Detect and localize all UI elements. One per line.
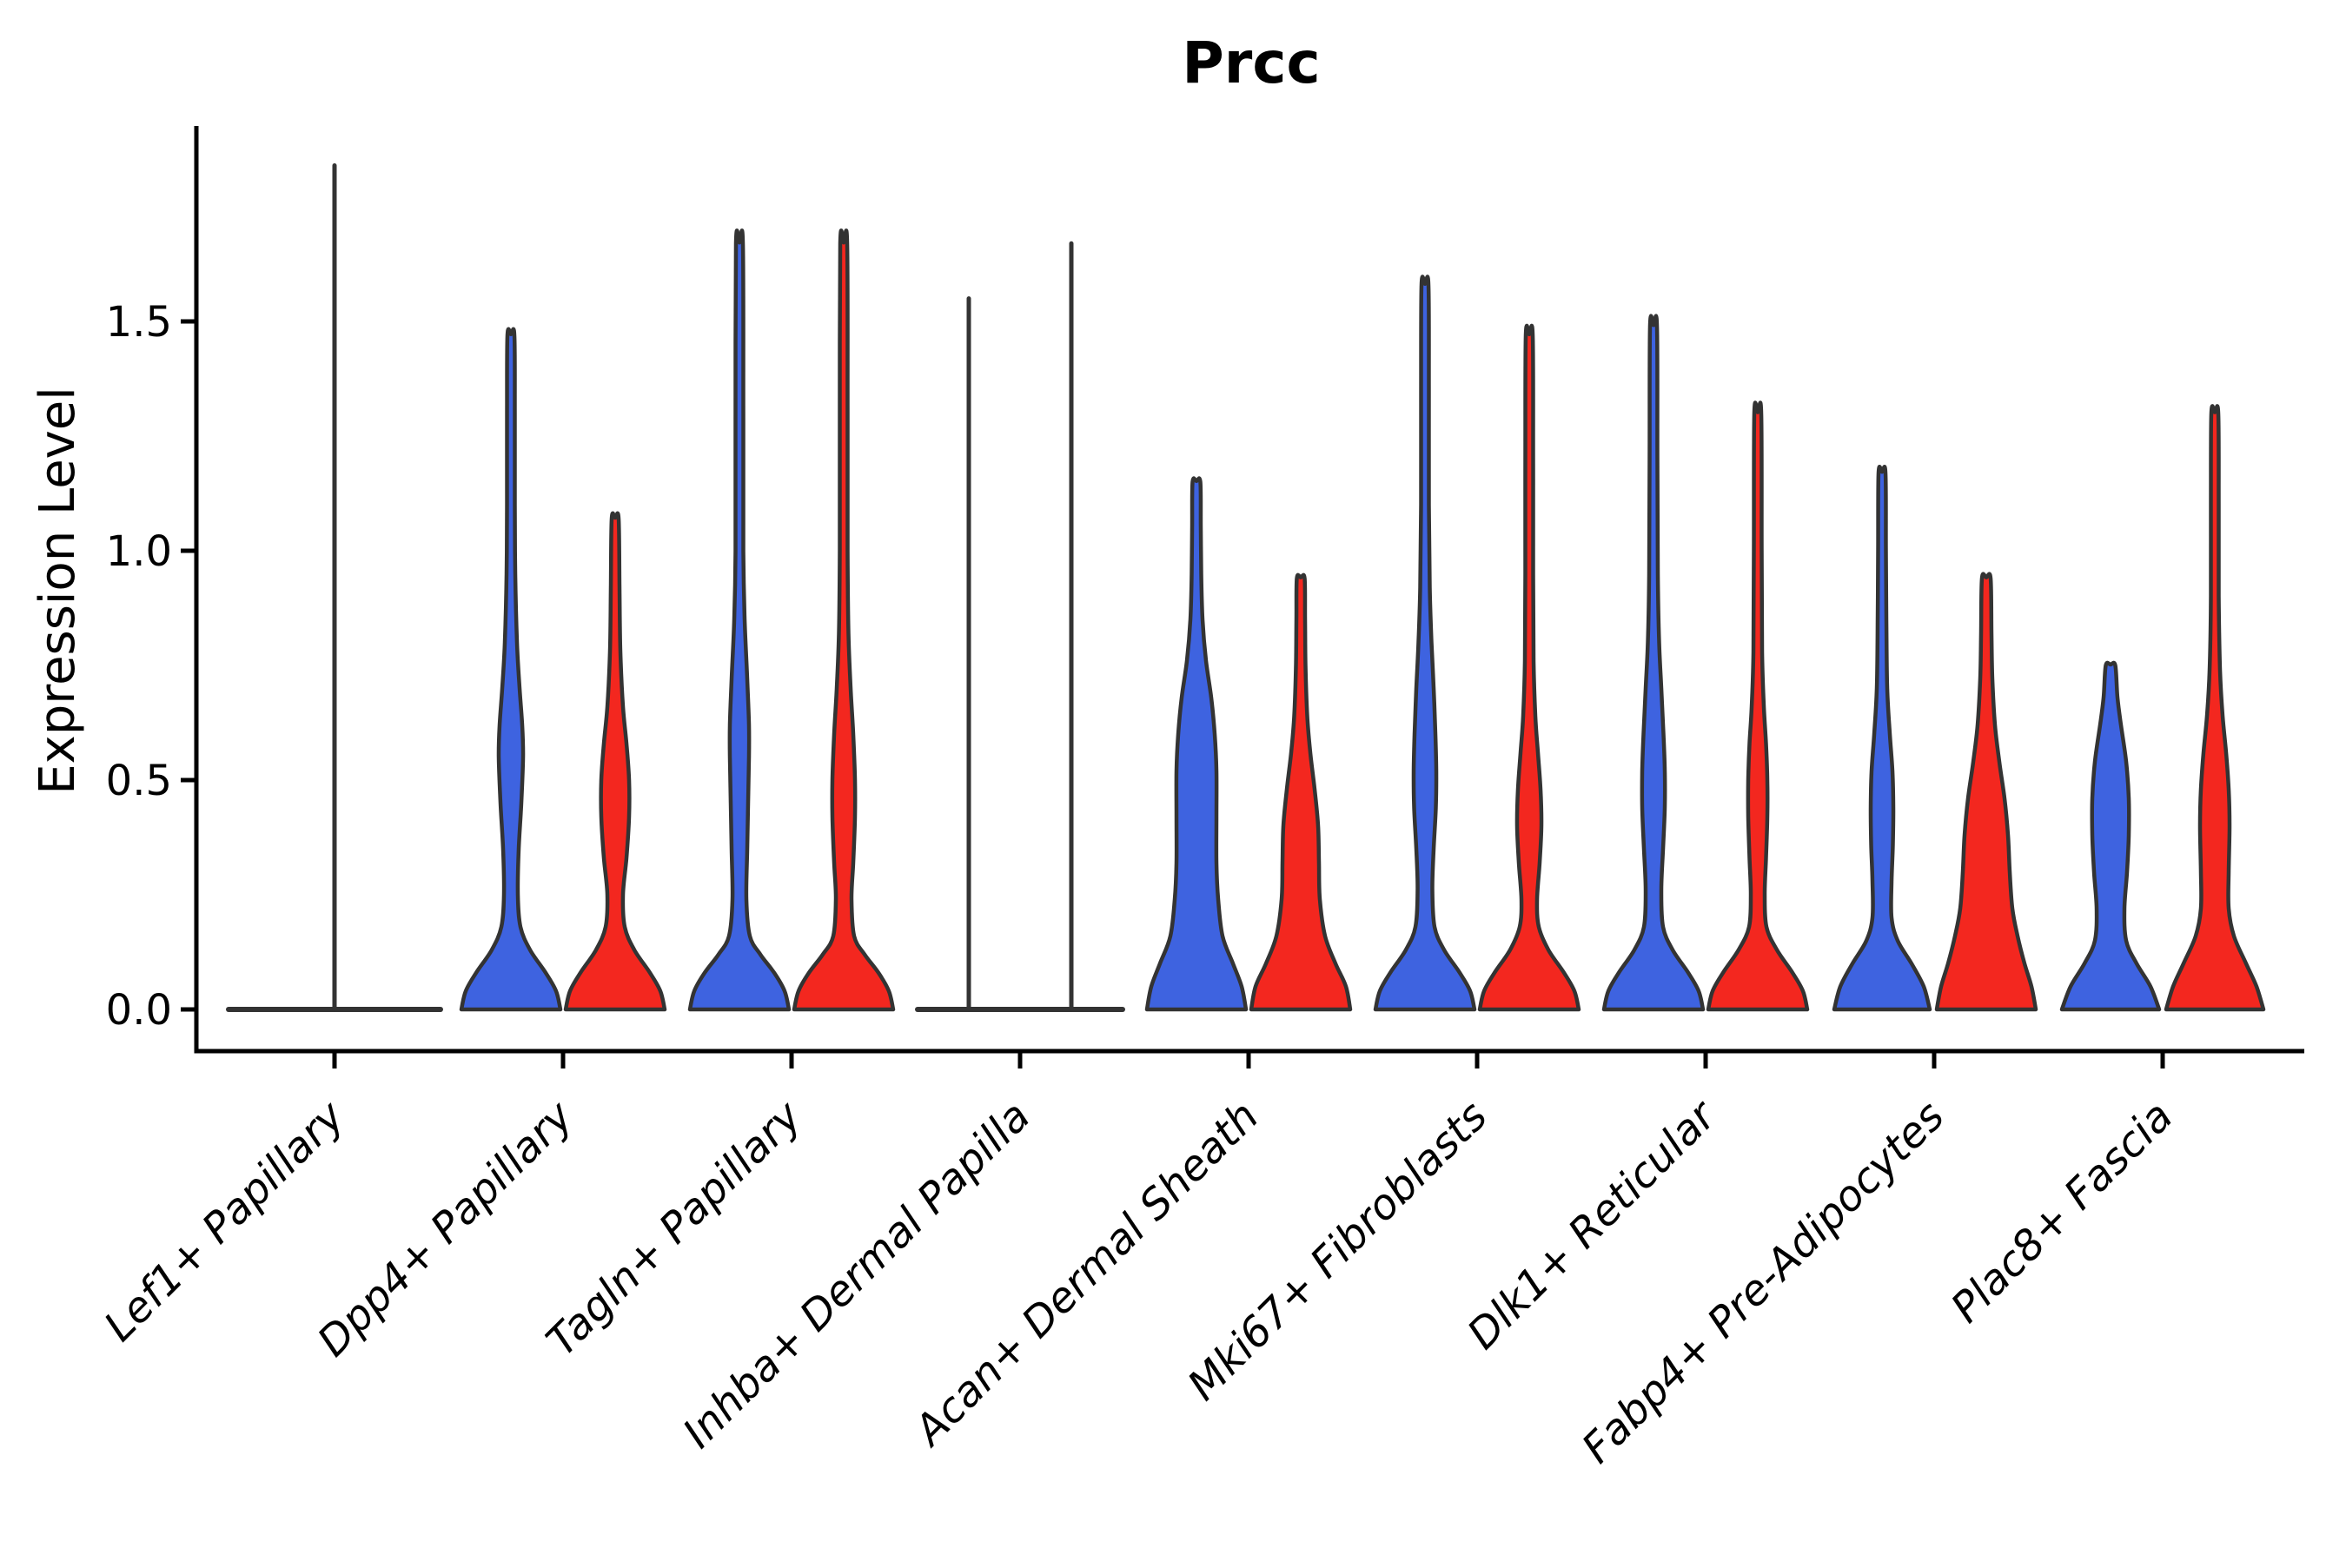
y-tick-label: 0.5	[106, 757, 172, 805]
y-tick-label: 1.0	[106, 527, 172, 576]
y-axis-label: Expression Level	[30, 387, 86, 795]
violin-blue	[687, 228, 792, 1012]
violin-red	[1934, 572, 2038, 1012]
violin-blue	[1601, 314, 1706, 1012]
x-tick-label: Dlk1+ Reticular	[1458, 1090, 1727, 1360]
violin-blue	[1832, 464, 1932, 1012]
x-tick-label: Dpp4+ Papillary	[308, 1091, 583, 1366]
violin-blue	[1373, 275, 1477, 1012]
x-tick-label: Lef1+ Papillary	[95, 1091, 355, 1351]
violin-blue	[2059, 660, 2162, 1012]
violin-red	[792, 228, 896, 1012]
x-tick-label: Plac8+ Fascia	[1942, 1092, 2183, 1333]
violin-blue	[459, 327, 563, 1012]
violin-red	[1249, 572, 1353, 1012]
violin-red	[2164, 404, 2266, 1012]
y-tick-label: 0.0	[106, 986, 172, 1035]
y-tick-label: 1.5	[106, 298, 172, 347]
violin-red	[1477, 323, 1581, 1012]
chart-title: Prcc	[1182, 30, 1320, 96]
violin-blue	[1144, 476, 1249, 1012]
violin-red	[1706, 400, 1810, 1012]
x-tick-label: Tagln+ Papillary	[537, 1091, 812, 1366]
violin-red	[563, 511, 667, 1012]
x-tick-label: Fabp4+ Pre-Adipocytes	[1573, 1092, 1954, 1473]
